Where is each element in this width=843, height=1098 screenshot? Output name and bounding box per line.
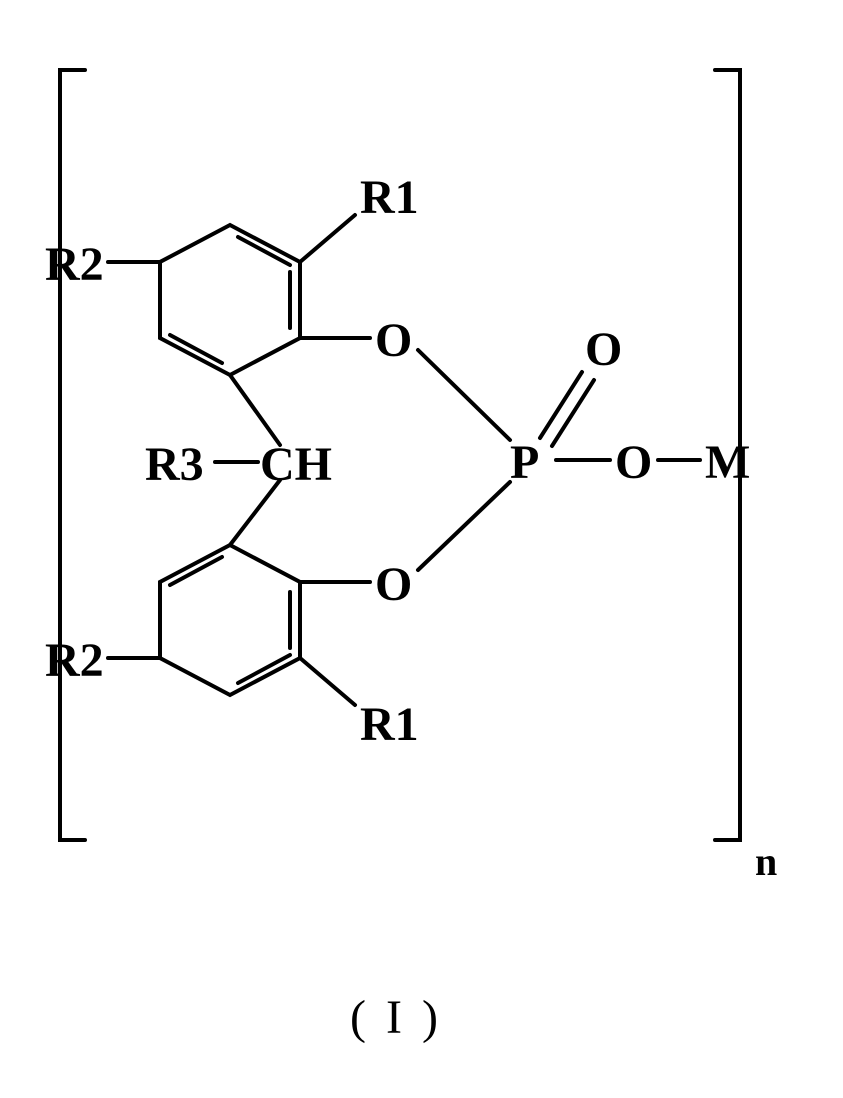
label-M: M: [705, 435, 750, 490]
label-O-right: O: [615, 435, 652, 490]
label-R2-bot: R2: [45, 633, 104, 688]
label-O-botleft: O: [375, 557, 412, 612]
benzene-ring-top: [160, 225, 300, 375]
structure-label: ( I ): [350, 990, 442, 1045]
left-bracket: [60, 70, 85, 840]
label-CH: CH: [260, 437, 332, 492]
label-R1-bot: R1: [360, 697, 419, 752]
label-O-topleft: O: [375, 313, 412, 368]
label-R3: R3: [145, 437, 204, 492]
structure-svg: [0, 0, 843, 1098]
label-P: P: [510, 435, 539, 490]
label-R2-top: R2: [45, 237, 104, 292]
label-subscript-n: n: [755, 838, 777, 885]
label-O-double: O: [585, 322, 622, 377]
benzene-ring-bottom: [160, 545, 300, 695]
label-R1-top: R1: [360, 170, 419, 225]
